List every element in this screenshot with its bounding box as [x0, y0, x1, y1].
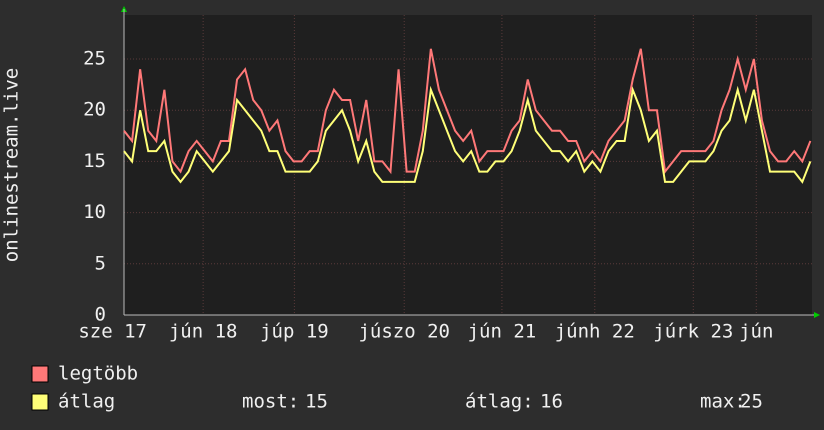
- y-axis-label: onlinestream.live: [1, 68, 23, 262]
- x-tick-label: jún: [739, 321, 773, 343]
- stat-label: átlag:: [465, 391, 534, 413]
- stat-value: 16: [540, 391, 563, 413]
- series-line: [123, 85, 812, 184]
- x-tick-label: jún 21: [468, 321, 537, 343]
- y-tick-label: 20: [83, 99, 106, 121]
- y-tick-label: 25: [83, 48, 106, 70]
- x-tick-label: júszo 20: [358, 321, 450, 343]
- axis-arrow: [814, 312, 820, 318]
- stat-value: 15: [305, 391, 328, 413]
- series-line: [123, 48, 812, 175]
- x-tick-label: sze 17: [78, 321, 147, 343]
- legend-swatch: [31, 365, 49, 383]
- legend-swatch: [31, 393, 49, 411]
- y-tick-label: 10: [83, 201, 106, 223]
- x-tick-label: júnh 22: [555, 321, 635, 343]
- stat-label: most:: [242, 391, 299, 413]
- stat-value: 25: [740, 391, 763, 413]
- legend-label: legtöbb: [58, 363, 138, 385]
- stat-label: max:: [700, 391, 746, 413]
- x-tick-label: jún 18: [169, 321, 238, 343]
- y-tick-label: 15: [83, 150, 106, 172]
- y-tick-label: 0: [95, 304, 106, 326]
- y-tick-label: 5: [95, 252, 106, 274]
- legend-label: átlag: [58, 391, 115, 413]
- x-tick-label: júrk 23: [653, 321, 733, 343]
- plot-area: [124, 15, 812, 315]
- x-tick-label: júp 19: [260, 321, 329, 343]
